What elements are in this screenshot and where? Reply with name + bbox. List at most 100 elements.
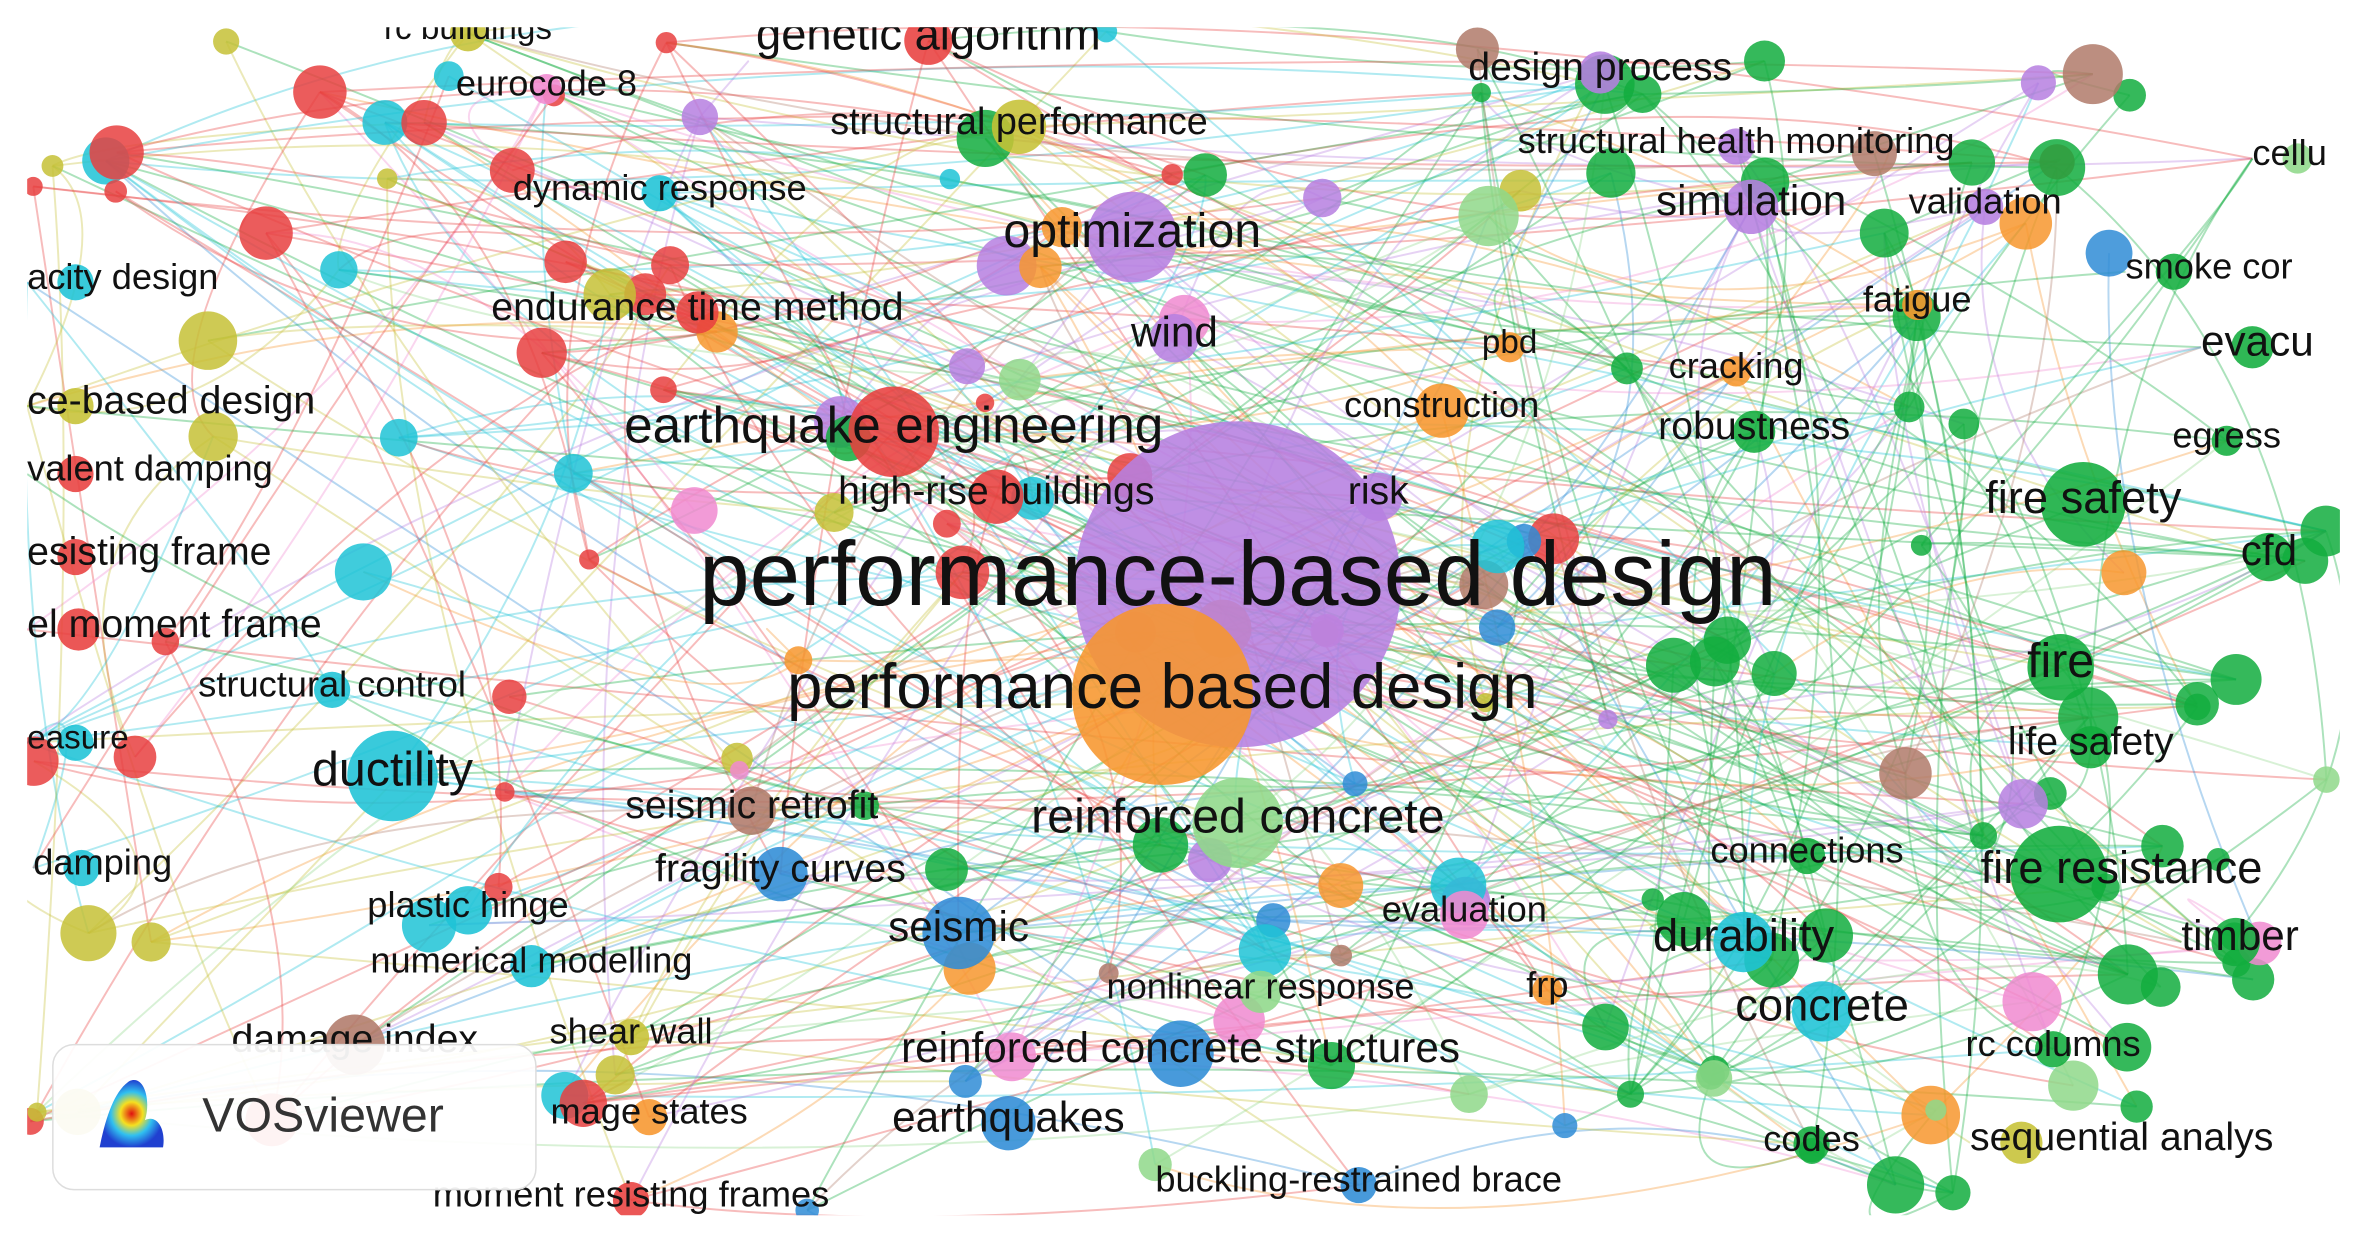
edge: [1713, 1077, 1897, 1186]
node: [753, 846, 808, 902]
node: [1318, 863, 1364, 908]
edge: [429, 919, 1937, 1112]
node: [57, 538, 94, 576]
edge: [751, 806, 2182, 943]
edge: [101, 435, 214, 758]
edge: [105, 160, 1744, 943]
node: [670, 487, 718, 534]
edge: [1742, 222, 2027, 943]
node: [57, 608, 100, 651]
edge: [27, 281, 1182, 1055]
edge: [699, 60, 749, 118]
edge: [1935, 167, 2058, 1193]
edge: [1697, 206, 1776, 674]
edge: [1713, 661, 1897, 1186]
edge: [1326, 630, 1607, 1028]
node: [1893, 391, 1925, 423]
node: [1303, 178, 1342, 218]
node: [1494, 332, 1525, 363]
node: [932, 509, 961, 538]
edge: [659, 192, 1157, 1165]
node: [239, 206, 293, 260]
edge: [115, 190, 1162, 846]
edge: [331, 688, 1342, 957]
node: [484, 872, 513, 901]
edge: [504, 791, 1240, 1022]
node-label: durability: [1653, 910, 1835, 961]
node-label: reinforced concrete: [1031, 790, 1444, 844]
node: [2062, 44, 2123, 105]
node: [489, 147, 535, 193]
edge: [927, 39, 2164, 847]
node: [334, 543, 392, 601]
node-label: evacu: [2201, 317, 2314, 364]
node: [510, 945, 553, 988]
edge: [964, 370, 1737, 1083]
edge: [398, 83, 1606, 439]
edge: [546, 88, 1918, 309]
edge: [1131, 236, 2327, 532]
node-label: seismic: [888, 903, 1029, 950]
edge: [1920, 158, 2254, 546]
node-label: construction: [1344, 384, 1539, 425]
edge: [1324, 632, 1712, 1077]
node: [1902, 289, 1933, 321]
node: [347, 730, 438, 822]
edge: [429, 802, 2024, 927]
edge: [1641, 93, 1982, 875]
node: [1744, 40, 1786, 82]
edge: [1183, 319, 2129, 976]
node: [2101, 550, 2147, 596]
edge: [1523, 540, 1897, 1186]
edge: [134, 88, 548, 758]
node: [2048, 1060, 2099, 1111]
node-label: codes: [1763, 1118, 1860, 1159]
node: [1713, 911, 1774, 973]
edge: [1264, 928, 1744, 952]
edge: [164, 75, 450, 643]
node: [631, 1099, 668, 1136]
node: [1925, 1099, 1947, 1121]
node-label: structural health monitoring: [1518, 120, 1955, 161]
node: [975, 393, 995, 413]
edge: [116, 151, 671, 267]
node-label: rc buildings: [384, 10, 552, 47]
logo: VOSviewer: [52, 1043, 537, 1191]
node-label: cracking: [1669, 345, 1804, 386]
node: [57, 264, 94, 301]
edge: [391, 294, 611, 777]
edge: [540, 352, 971, 970]
edge: [1209, 406, 1910, 862]
edge: [648, 900, 1466, 1119]
edge: [1476, 48, 1827, 936]
node: [1948, 408, 1980, 440]
node-label: validation: [1909, 180, 2062, 221]
edge: [134, 311, 698, 758]
node-label: earthquakes: [892, 1093, 1125, 1140]
edge: [1604, 82, 2040, 1028]
node: [2184, 693, 2211, 721]
edge: [1480, 92, 1752, 208]
node: [516, 327, 567, 378]
edge: [588, 189, 1521, 561]
edge: [319, 91, 2198, 708]
node: [2002, 972, 2062, 1032]
edge: [319, 91, 1918, 306]
edge: [423, 121, 1609, 721]
node: [2120, 1090, 2153, 1123]
node: [1788, 837, 1826, 875]
edge: [87, 808, 752, 935]
edge: [27, 436, 215, 744]
node: [969, 469, 1024, 524]
node-label: acity design: [27, 256, 218, 297]
node-label: genetic algorithm: [756, 9, 1101, 60]
node-label: damping: [33, 842, 172, 883]
edge: [663, 388, 2128, 1049]
node: [1342, 771, 1368, 797]
labels: rc buildings genetic algorithm eurocode 8 d…: [27, 9, 2327, 1215]
edge: [1272, 316, 1918, 922]
node-label: valent damping: [27, 448, 273, 489]
node: [492, 679, 527, 714]
edge: [1019, 215, 1490, 381]
node: [814, 493, 854, 533]
